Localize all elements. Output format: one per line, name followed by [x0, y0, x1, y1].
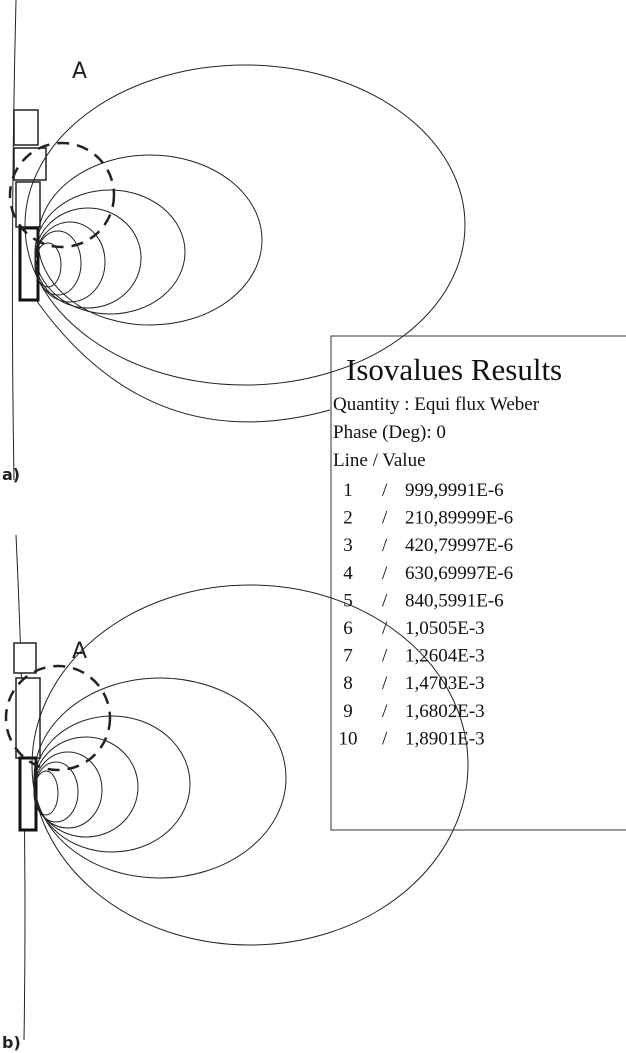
line-number: 7: [343, 646, 353, 667]
separator: /: [382, 646, 388, 667]
line-number: 3: [343, 535, 353, 556]
separator: /: [382, 563, 388, 584]
line-number: 5: [343, 590, 353, 611]
separator: /: [382, 618, 388, 639]
line-number: 9: [343, 701, 353, 722]
region-a: [8, 141, 116, 249]
marker: A: [72, 639, 87, 664]
coil: [18, 226, 40, 302]
separator: /: [382, 535, 388, 556]
separator: /: [382, 673, 388, 694]
separator: /: [382, 590, 388, 611]
separator: /: [382, 508, 388, 529]
part: [15, 677, 41, 759]
legend-phase: Phase (Deg): 0: [333, 422, 446, 443]
line-value: 1,0505E-3: [405, 618, 485, 639]
legend-rows: 1 / 999,9991E-6 2 / 210,89999E-6 3 / 420,79997E-…: [339, 480, 514, 749]
line-value: 1,6802E-3: [405, 701, 485, 722]
panel-label: a): [2, 465, 20, 484]
line-value: 210,89999E-6: [405, 508, 513, 529]
part: [15, 181, 41, 228]
line-value: 420,79997E-6: [405, 535, 513, 556]
separator: /: [382, 728, 388, 749]
line-value: 1,4703E-3: [405, 673, 485, 694]
line-number: 8: [343, 673, 353, 694]
line-number: 1: [343, 480, 353, 501]
line-number: 10: [339, 728, 358, 749]
panel-a-drawing: [8, 0, 466, 481]
region-a: [4, 664, 112, 772]
legend-box: [330, 335, 626, 831]
line-value: 630,69997E-6: [405, 563, 513, 584]
line-number: 2: [343, 508, 353, 529]
boundary-line: [11, 0, 17, 481]
line-value: 999,9991E-6: [405, 480, 504, 501]
contour: [31, 584, 469, 946]
part: [13, 642, 37, 674]
line-number: 4: [343, 563, 353, 584]
legend-header: Line / Value: [333, 450, 426, 471]
line-value: 840,5991E-6: [405, 590, 504, 611]
line-value: 1,8901E-3: [405, 728, 485, 749]
contour: [35, 299, 331, 423]
contour: [34, 189, 186, 315]
part: [13, 109, 39, 146]
separator: /: [382, 701, 388, 722]
panel-label: b): [2, 1033, 21, 1052]
contour: [24, 64, 466, 386]
legend-title: Isovalues Results: [346, 352, 562, 387]
legend-quantity: Quantity : Equi flux Weber: [333, 394, 540, 415]
panel-b-drawing: [4, 534, 469, 1041]
line-value: 1,2604E-3: [405, 646, 485, 667]
marker: A: [72, 59, 87, 84]
line-number: 6: [343, 618, 353, 639]
separator: /: [382, 480, 388, 501]
contour: [33, 677, 287, 879]
contour: [37, 154, 263, 326]
